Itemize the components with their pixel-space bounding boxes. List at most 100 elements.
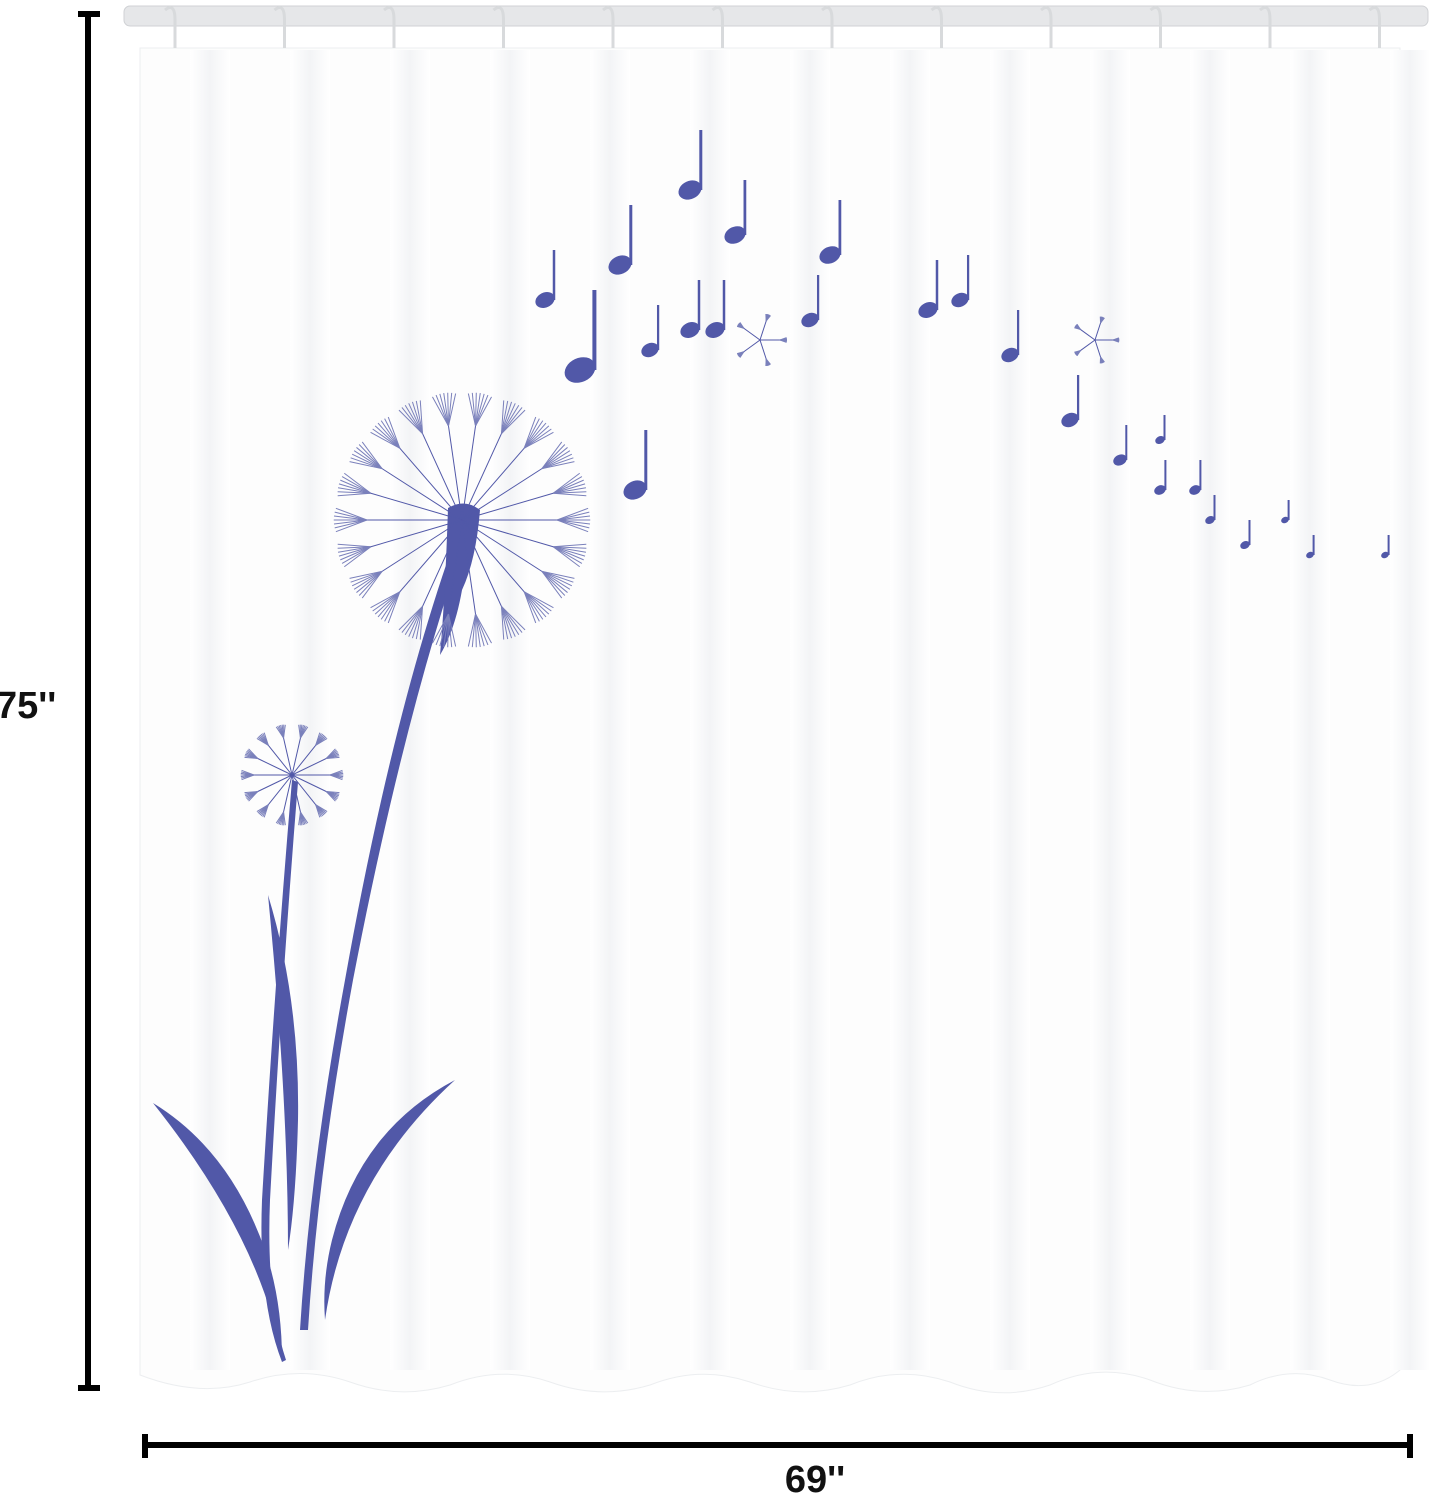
seed-fluff [523,425,550,449]
seed-stalk [461,519,554,548]
hook [930,6,943,48]
seed-fluff [541,570,573,587]
hook [383,6,396,48]
seed-stalk [370,492,463,521]
seed-fluff [553,546,587,553]
hook [821,6,834,48]
seed-fluff [361,441,383,469]
seed-fluff [326,756,340,760]
seed-fluff [541,570,571,590]
fold [690,50,730,1370]
seed-stalk [381,519,463,572]
seed-fluff [404,404,423,434]
seed-fluff [467,393,477,427]
seed-fluff [356,447,383,470]
seed-fluff [263,732,269,746]
seed-fluff [411,606,424,639]
seed-fluff [353,450,383,470]
note-head [724,226,746,244]
note-head [1281,516,1289,524]
seed-fluff [556,515,591,521]
seed-fluff [541,461,575,470]
seed-fluff [523,591,547,618]
seed-fluff [384,591,401,622]
seed-fluff [500,606,509,640]
seed-fluff [475,613,481,648]
seed-fluff [471,392,477,427]
seed-stalk [461,468,543,521]
seed-fluff [419,606,424,640]
hook [164,6,177,48]
seed-fluff [541,570,575,579]
seed-fluff [341,476,372,494]
seed-stalk [461,492,554,521]
seed-fluff [343,546,372,568]
note-head [623,480,647,500]
seed-fluff [241,769,255,776]
seed-fluff [447,393,457,427]
seed-fluff [553,491,587,494]
seed-fluff [335,519,368,533]
fold [1090,50,1130,1370]
fold [990,50,1030,1370]
seed-fluff [325,791,336,802]
seed-fluff [553,546,587,549]
note-head [1189,485,1201,495]
note-head [819,246,841,264]
grass-blade [268,895,299,1250]
note-head [535,291,555,309]
seed-stalk [461,519,477,615]
seed-fluff [475,613,492,644]
seed-fluff [439,613,449,647]
seed-stalk [461,447,525,521]
seed-fluff [501,404,520,434]
seed-fluff [541,453,573,470]
seed-fluff [1112,339,1120,343]
seed-fluff [337,491,371,494]
seed-fluff [501,409,526,434]
seed-fluff [356,570,383,593]
seed-fluff [541,441,563,469]
seed-fluff [552,476,583,494]
seed-fluff [1100,317,1105,324]
music-notes [535,130,1390,559]
seed-fluff [736,351,744,355]
seed-fluff [552,479,584,494]
seed-fluff [244,790,258,794]
seed-stalk [283,737,293,776]
seed-fluff [541,571,566,596]
seed-fluff [779,339,787,343]
seed-stalk [399,519,463,593]
seed-fluff [553,483,586,494]
seed-fluff [523,431,554,449]
seed-fluff [338,546,371,557]
note-head [1113,454,1127,466]
seed-fluff [380,420,401,449]
seed-stalk [461,519,543,572]
seed-fluff [415,400,424,434]
seed-fluff [337,546,371,553]
seed-fluff [404,606,423,636]
seed-fluff [315,738,328,746]
hook [1149,6,1162,48]
seed-fluff [523,422,547,449]
seed-fluff [370,591,401,609]
hook [1368,6,1381,48]
fold [790,50,830,1370]
seed-fluff [552,546,584,561]
hook [492,6,505,48]
seed-stalk [291,744,317,776]
seed-fluff [333,515,368,521]
note-head [801,312,819,328]
seed-fluff [553,543,587,548]
note-head [641,342,659,358]
seed-fluff [523,416,537,449]
seed-fluff [475,394,489,427]
seed-stalk [461,519,525,593]
seed-fluff [341,546,372,564]
seed-fluff [372,591,401,612]
seed-fluff [374,425,401,449]
seed-fluff [256,804,269,812]
fold [290,50,330,1370]
seed-stalk [267,774,293,806]
